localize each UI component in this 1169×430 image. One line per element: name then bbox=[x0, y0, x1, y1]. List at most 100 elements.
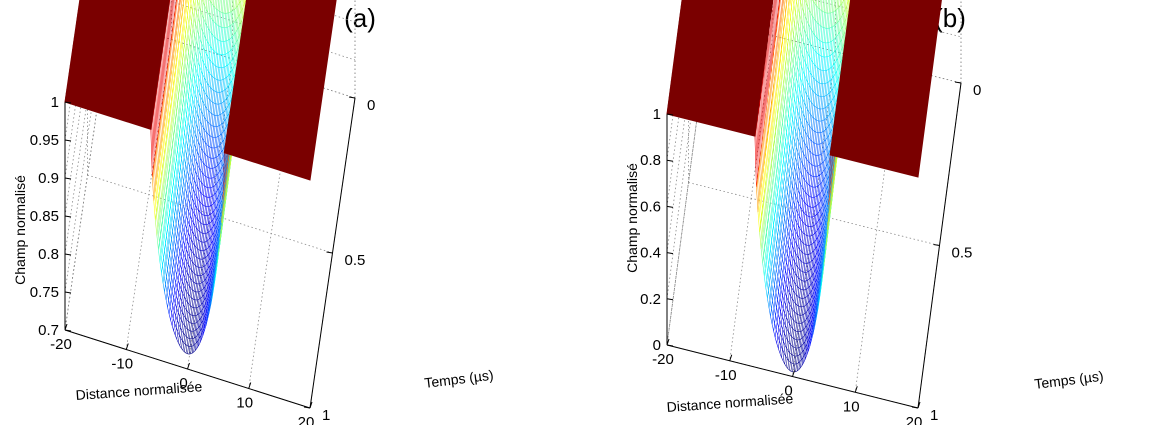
mesh-segment bbox=[180, 151, 182, 159]
mesh-segment bbox=[190, 298, 191, 306]
mesh-segment bbox=[165, 218, 166, 226]
mesh-segment bbox=[180, 215, 182, 221]
mesh-segment bbox=[221, 80, 222, 92]
mesh-segment bbox=[186, 207, 187, 216]
mesh-segment bbox=[178, 259, 179, 267]
mesh-segment bbox=[167, 285, 168, 293]
mesh-segment bbox=[197, 276, 198, 284]
mesh-segment bbox=[169, 85, 170, 93]
mesh-segment bbox=[164, 251, 165, 258]
mesh-segment bbox=[191, 158, 193, 163]
mesh-segment bbox=[173, 54, 174, 62]
mesh-segment bbox=[191, 22, 192, 32]
mesh-segment bbox=[224, 101, 225, 112]
mesh-segment bbox=[181, 341, 182, 349]
mesh-segment bbox=[215, 137, 216, 148]
mesh-segment bbox=[194, 256, 195, 264]
mesh-segment bbox=[207, 216, 208, 225]
mesh-segment bbox=[190, 87, 192, 94]
mesh-segment bbox=[193, 291, 194, 299]
mesh-segment bbox=[214, 127, 215, 138]
mesh-segment bbox=[215, 9, 216, 23]
mesh-segment bbox=[162, 199, 164, 213]
mesh-segment bbox=[177, 239, 179, 246]
mesh-segment bbox=[191, 346, 192, 354]
mesh-segment bbox=[191, 93, 193, 99]
mesh-segment bbox=[201, 86, 202, 97]
x-tick-label: -10 bbox=[111, 356, 133, 373]
mesh-segment bbox=[231, 11, 232, 25]
mesh-segment bbox=[219, 104, 220, 115]
mesh-segment bbox=[192, 316, 193, 324]
mesh-segment bbox=[197, 1, 198, 13]
mesh-segment bbox=[178, 208, 180, 215]
mesh-segment bbox=[180, 107, 182, 117]
mesh-segment bbox=[172, 94, 174, 108]
mesh-segment bbox=[181, 125, 183, 134]
mesh-segment bbox=[212, 35, 213, 48]
mesh-segment bbox=[180, 6, 182, 21]
mesh-segment bbox=[183, 343, 184, 351]
mesh-segment bbox=[188, 70, 189, 80]
mesh-segment bbox=[181, 331, 182, 339]
mesh-segment bbox=[192, 346, 193, 354]
mesh-segment bbox=[206, 197, 207, 206]
mesh-segment bbox=[193, 11, 195, 18]
mesh-segment bbox=[208, 99, 209, 110]
mesh-segment bbox=[173, 318, 175, 323]
mesh-segment bbox=[201, 290, 202, 298]
mesh-segment bbox=[195, 79, 197, 84]
mesh-segment bbox=[156, 149, 158, 173]
mesh-segment bbox=[176, 283, 178, 288]
mesh-segment bbox=[187, 185, 188, 194]
mesh-segment bbox=[178, 280, 180, 285]
mesh-segment bbox=[171, 263, 173, 270]
mesh-segment bbox=[188, 122, 190, 128]
mesh-segment bbox=[203, 206, 204, 215]
mesh-segment bbox=[182, 241, 183, 249]
mesh-segment bbox=[172, 62, 173, 70]
mesh-segment bbox=[169, 255, 170, 263]
mesh-segment bbox=[227, 40, 228, 53]
mesh-segment bbox=[189, 14, 190, 24]
mesh-segment bbox=[207, 146, 208, 156]
mesh-segment bbox=[205, 166, 206, 176]
mesh-segment bbox=[180, 257, 181, 265]
mesh-segment bbox=[196, 217, 198, 219]
mesh-segment bbox=[188, 79, 190, 86]
mesh-segment bbox=[162, 220, 164, 232]
mesh-segment bbox=[174, 192, 175, 200]
mesh-segment bbox=[212, 137, 213, 148]
mesh-segment bbox=[198, 62, 200, 66]
mesh-segment bbox=[199, 93, 201, 97]
mesh-segment bbox=[178, 159, 179, 167]
mesh-segment bbox=[213, 65, 214, 78]
mesh-segment bbox=[223, 13, 224, 27]
mesh-segment bbox=[191, 163, 192, 172]
mesh-segment bbox=[235, 7, 236, 21]
mesh-segment bbox=[184, 149, 185, 158]
mesh-segment bbox=[171, 198, 172, 206]
mesh-segment bbox=[173, 190, 175, 199]
mesh-segment bbox=[182, 270, 184, 274]
mesh-segment bbox=[190, 268, 192, 270]
mesh-segment bbox=[163, 240, 165, 251]
x-tick-label: -20 bbox=[50, 336, 72, 353]
mesh-segment bbox=[192, 220, 194, 223]
mesh-segment bbox=[158, 250, 160, 262]
mesh-segment bbox=[219, 126, 220, 137]
mesh-segment bbox=[198, 201, 199, 210]
mesh-segment bbox=[184, 34, 185, 43]
mesh-segment bbox=[213, 37, 214, 50]
mesh-segment bbox=[186, 25, 188, 34]
mesh-segment bbox=[192, 153, 193, 162]
mesh-segment bbox=[218, 115, 219, 126]
mesh-segment bbox=[189, 60, 190, 70]
mesh-segment bbox=[191, 207, 193, 211]
mesh-segment bbox=[182, 134, 184, 142]
mesh-segment bbox=[186, 15, 187, 25]
mesh-segment bbox=[171, 152, 173, 164]
mesh-segment bbox=[201, 125, 202, 135]
mesh-segment bbox=[181, 116, 182, 125]
